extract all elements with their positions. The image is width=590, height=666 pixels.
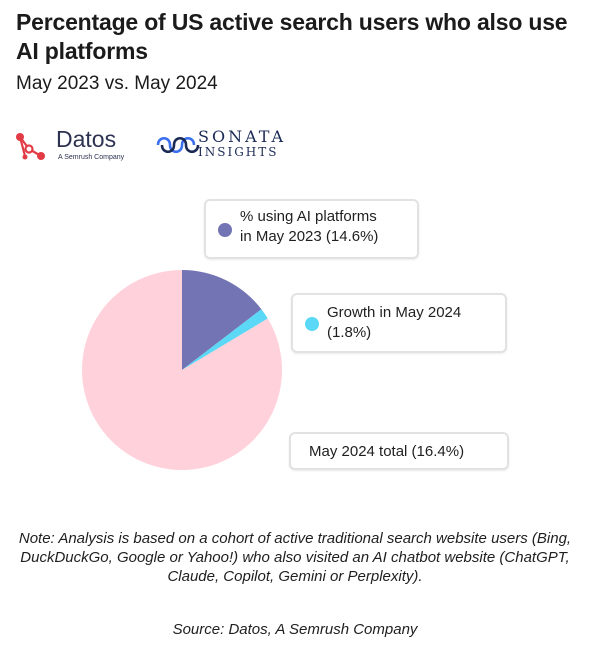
pie-slice-growth-2024 (182, 309, 268, 370)
pie-slice-ai-2023 (182, 270, 262, 370)
legend-dot-growth-2024 (305, 317, 319, 331)
pie-chart (81, 270, 282, 470)
callout-ai-2023-line2: in May 2023 (14.6%) (240, 228, 379, 245)
source-line: Source: Datos, A Semrush Company (172, 621, 418, 638)
datos-logo-tagline: A Semrush Company (58, 154, 125, 161)
datos-network-icon (16, 133, 45, 160)
callout-total-line1: May 2024 total (16.4%) (309, 443, 465, 460)
chart-subtitle: May 2023 vs. May 2024 (16, 73, 218, 94)
logo-bar: Datos A Semrush Company SONATA INSIGHTS (14, 126, 314, 166)
sonata-logo-text: SONATA INSIGHTS (198, 127, 287, 160)
callout-growth-line1: Growth in May 2024 (327, 304, 462, 321)
pie-slice-remainder (81, 270, 282, 470)
callout-ai-2023-line1: % using AI platforms (240, 208, 377, 225)
callout-growth-2024: Growth in May 2024 (1.8%) (291, 293, 507, 353)
legend-dot-ai-2023 (218, 223, 232, 237)
sonata-logo-line2: INSIGHTS (198, 145, 279, 159)
callout-ai-2023: % using AI platforms in May 2023 (14.6%) (204, 199, 419, 259)
sonata-waves-icon (156, 136, 200, 154)
footnote: Note: Analysis is based on a cohort of a… (18, 530, 572, 585)
callout-growth-line2: (1.8%) (327, 324, 372, 341)
sonata-logo-line1: SONATA (198, 127, 287, 146)
datos-logo-text: Datos (56, 126, 117, 152)
chart-title: Percentage of US active search users who… (16, 9, 568, 64)
callout-total-2024: May 2024 total (16.4%) (289, 432, 509, 470)
